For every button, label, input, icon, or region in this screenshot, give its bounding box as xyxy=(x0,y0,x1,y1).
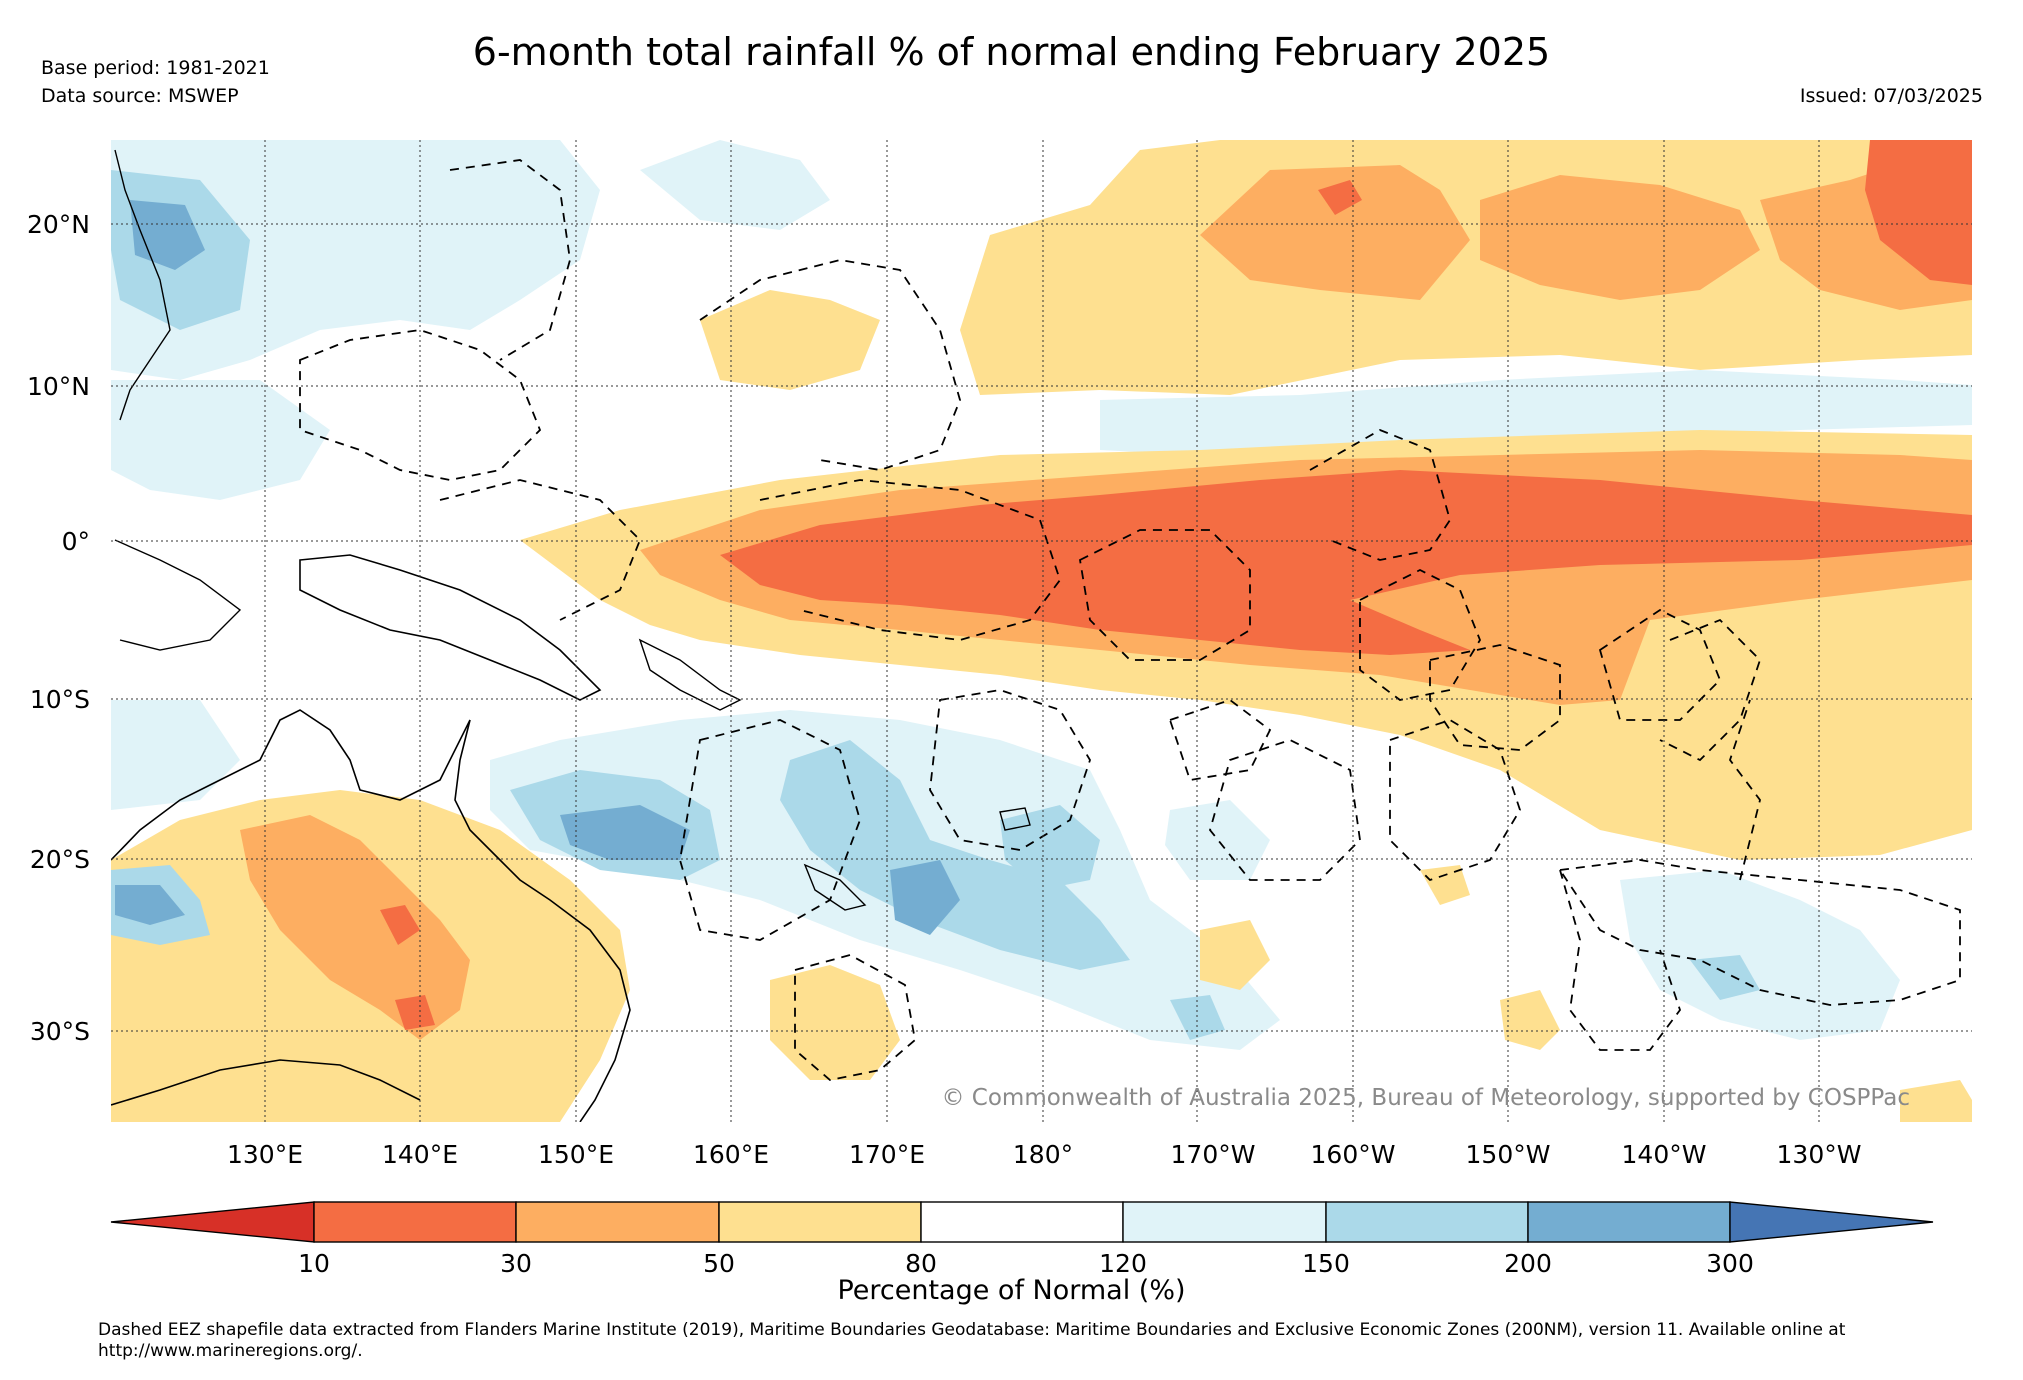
coastline xyxy=(638,638,742,711)
rain-region xyxy=(115,885,185,925)
coastline xyxy=(114,539,242,651)
rain-region xyxy=(1165,800,1270,880)
rain-region xyxy=(395,995,435,1030)
lat-label: 10°N xyxy=(27,372,90,401)
eez-boundary xyxy=(439,479,642,621)
rain-region xyxy=(380,905,420,945)
eez-boundary xyxy=(1309,429,1451,561)
rain-region xyxy=(1100,370,1972,455)
rain-region xyxy=(1480,175,1760,300)
colorbar-segment xyxy=(718,1201,922,1243)
map-title: 6-month total rainfall % of normal endin… xyxy=(472,30,1551,74)
lat-label: 0° xyxy=(62,527,90,556)
copyright-notice: © Commonwealth of Australia 2025, Bureau… xyxy=(941,1085,1910,1111)
eez-boundary xyxy=(1079,529,1251,661)
rain-region xyxy=(1200,920,1270,990)
coastline xyxy=(803,863,867,911)
colorbar-extend-low xyxy=(110,1201,315,1243)
colorbar-segment xyxy=(313,1201,517,1243)
rain-region xyxy=(560,805,690,860)
rain-region xyxy=(1900,1080,1972,1122)
lon-label: 150°W xyxy=(1466,1140,1551,1169)
eez-boundary xyxy=(1209,739,1361,881)
rain-region xyxy=(1318,180,1362,215)
colorbar-tick: 120 xyxy=(1099,1249,1147,1278)
eez-boundary xyxy=(1168,698,1272,782)
colorbar-segment xyxy=(1122,1201,1327,1243)
eez-boundary xyxy=(1389,719,1521,882)
lat-label: 10°S xyxy=(30,685,90,714)
colorbar-segment xyxy=(920,1201,1124,1243)
colorbar-tick: 30 xyxy=(500,1249,532,1278)
rain-region xyxy=(111,700,240,810)
colorbar-segment xyxy=(1527,1201,1731,1243)
eez-boundary xyxy=(1598,608,1722,721)
colorbar-tick: 80 xyxy=(905,1249,937,1278)
rain-region xyxy=(1865,140,1972,285)
map-field: © Commonwealth of Australia 2025, Bureau… xyxy=(111,140,1972,1122)
rain-region xyxy=(111,140,600,380)
colorbar-tick: 150 xyxy=(1302,1249,1350,1278)
rain-region xyxy=(1500,990,1560,1050)
lon-label: 170°E xyxy=(849,1140,925,1169)
rain-region xyxy=(770,965,900,1080)
eez-boundary xyxy=(759,479,1062,641)
rain-region xyxy=(700,290,880,390)
lon-label: 160°W xyxy=(1311,1140,1396,1169)
colorbar-extend-high xyxy=(1729,1201,1934,1243)
rain-region xyxy=(780,740,1130,970)
colorbar-tick: 200 xyxy=(1504,1249,1552,1278)
colorbar-segment xyxy=(515,1201,720,1243)
eez-boundary xyxy=(1728,699,1761,881)
eez-boundary xyxy=(449,159,571,361)
colorbar xyxy=(110,1201,1934,1243)
eez-boundary xyxy=(1559,869,1682,1051)
colorbar-tick: 50 xyxy=(703,1249,735,1278)
coastline xyxy=(111,709,471,861)
lat-label: 20°S xyxy=(30,845,90,874)
coastline xyxy=(111,1059,421,1106)
coastline xyxy=(454,719,631,1122)
eez-boundary xyxy=(929,689,1091,851)
eez-boundary xyxy=(679,719,861,941)
issued-date: Issued: 07/03/2025 xyxy=(1799,85,1983,107)
rain-region xyxy=(1690,955,1760,1000)
lon-label: 140°E xyxy=(382,1140,458,1169)
lat-label: 30°S xyxy=(30,1017,90,1046)
rain-region xyxy=(1200,165,1470,300)
rain-region xyxy=(890,860,960,935)
colorbar-tick: 300 xyxy=(1706,1249,1754,1278)
rain-region xyxy=(1420,865,1470,905)
rain-region xyxy=(1170,995,1225,1040)
eez-boundary xyxy=(1359,568,1482,701)
eez-boundary xyxy=(299,329,542,481)
colorbar-tick: 10 xyxy=(298,1249,330,1278)
rain-region xyxy=(1620,870,1900,1040)
lon-label: 180° xyxy=(1013,1140,1073,1169)
graticule xyxy=(111,140,1972,1122)
rain-region xyxy=(111,380,330,500)
eez-boundary xyxy=(794,954,916,1081)
lon-label: 170°W xyxy=(1171,1140,1256,1169)
rain-region xyxy=(240,815,470,1040)
lon-label: 130°W xyxy=(1777,1140,1862,1169)
footnote: Dashed EEZ shapefile data extracted from… xyxy=(98,1320,1846,1361)
base-period-note: Base period: 1981-2021 xyxy=(41,57,270,79)
lon-label: 140°W xyxy=(1622,1140,1707,1169)
eez-boundary xyxy=(1429,644,1561,751)
rain-region xyxy=(640,140,830,230)
lat-label: 20°N xyxy=(27,210,90,239)
eez-boundary xyxy=(699,259,961,471)
coastline xyxy=(999,807,1031,831)
colorbar-segment xyxy=(1325,1201,1529,1243)
lon-label: 160°E xyxy=(693,1140,769,1169)
colorbar-label: Percentage of Normal (%) xyxy=(837,1275,1186,1306)
coastline xyxy=(114,149,171,421)
lon-label: 150°E xyxy=(538,1140,614,1169)
data-source-note: Data source: MSWEP xyxy=(41,85,239,107)
rain-region xyxy=(720,470,1972,655)
lon-label: 130°E xyxy=(227,1140,303,1169)
